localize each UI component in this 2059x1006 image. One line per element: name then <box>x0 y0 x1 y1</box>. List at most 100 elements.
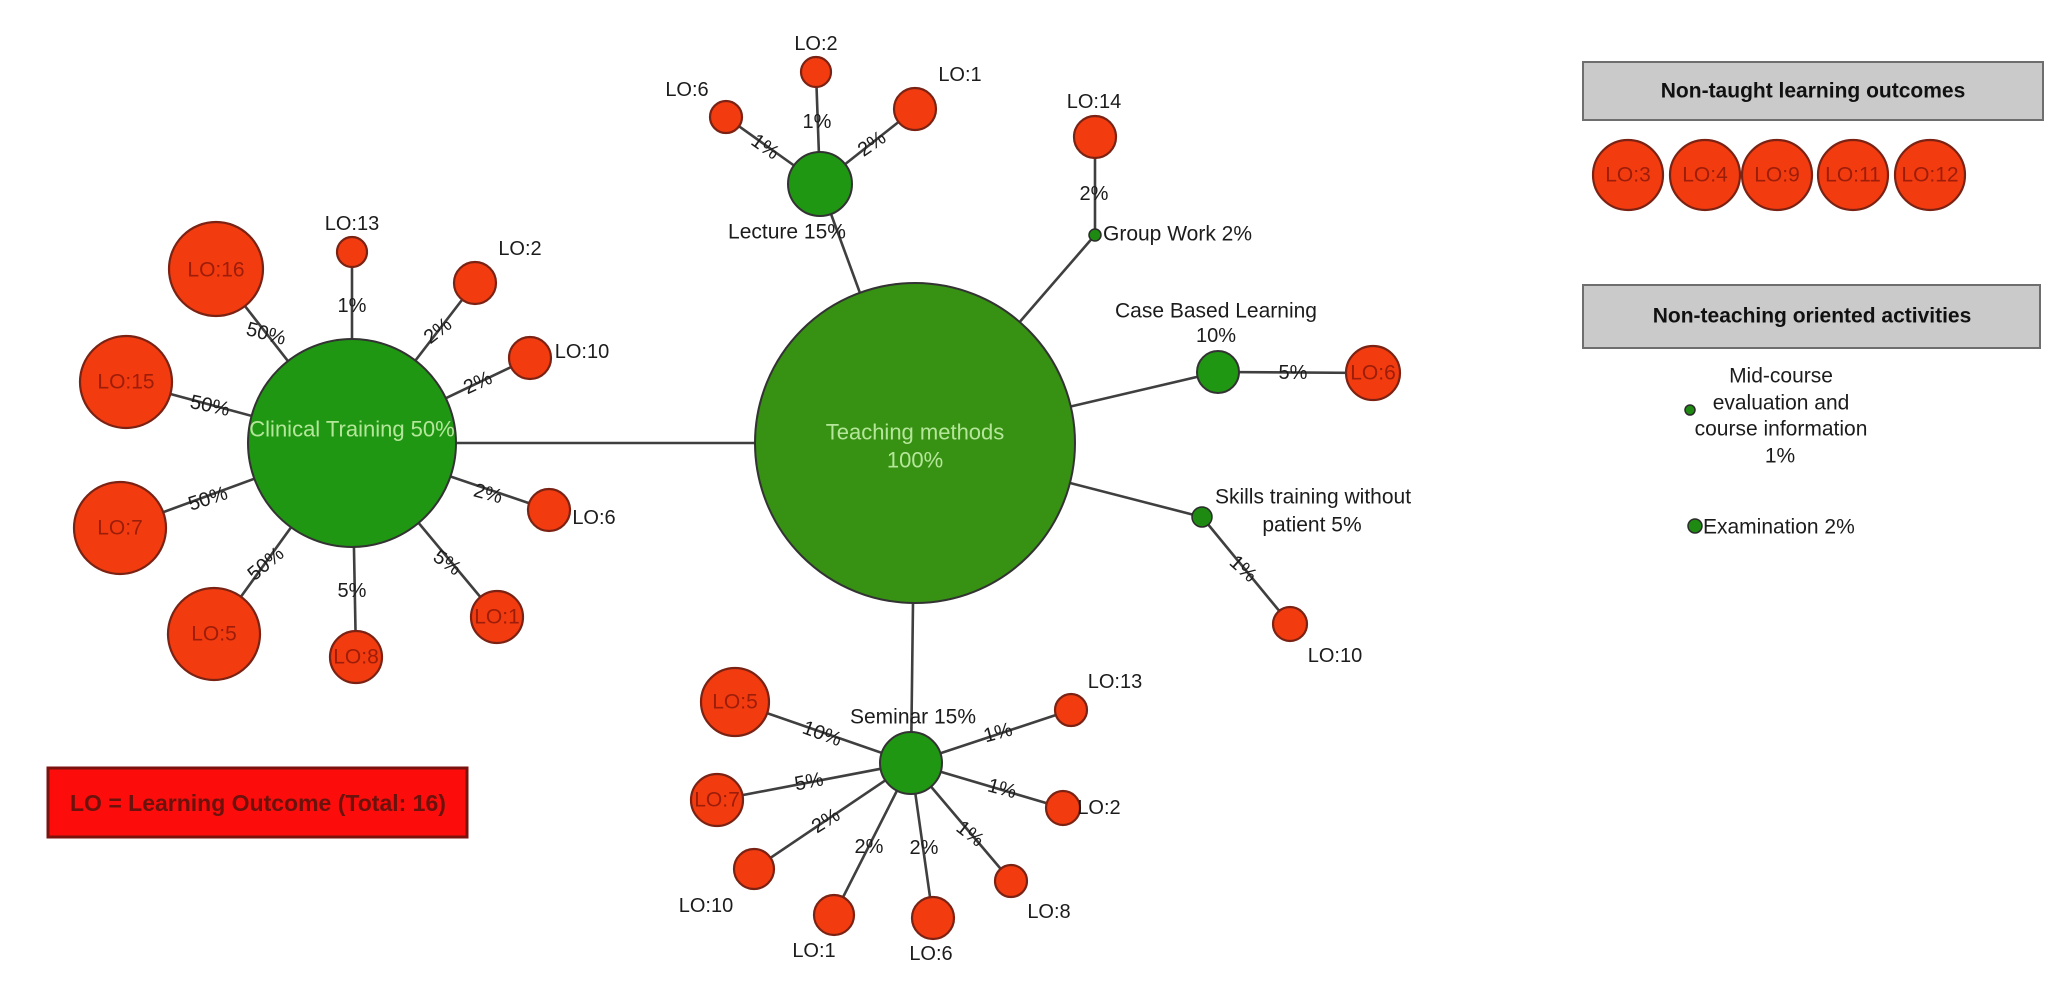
case-based-pct: 10% <box>1196 325 1236 347</box>
node-seminar <box>879 731 943 795</box>
skills-label-line1: Skills training without <box>1215 486 1411 509</box>
legend-node-lo9 <box>1740 138 1814 212</box>
lo-label: LO:9 <box>1754 164 1800 187</box>
node-lecture-lo6 <box>708 99 744 135</box>
node-clinical-lo8 <box>328 629 384 685</box>
clinical-training-label: Clinical Training 50% <box>249 417 454 442</box>
lo-label: LO:15 <box>97 371 154 394</box>
legend-node-lo12 <box>1893 138 1967 212</box>
node-clinical-lo5 <box>166 586 262 682</box>
pct-label: 50% <box>188 391 232 421</box>
lo-label: LO:10 <box>1308 645 1362 667</box>
node-lecture-lo2 <box>799 55 833 89</box>
node-clinical-lo16 <box>167 220 265 318</box>
node-seminar-lo6 <box>910 895 956 941</box>
lo-label: LO:4 <box>1682 164 1728 187</box>
pct-label: 1% <box>803 111 832 133</box>
lo-label: LO:10 <box>679 895 733 917</box>
nodes <box>72 55 1402 941</box>
pct-label: 5% <box>1279 362 1308 384</box>
mid-course-line2: evaluation and <box>1713 392 1850 415</box>
pct-label: 2% <box>910 837 939 859</box>
legend-node-lo11 <box>1816 138 1890 212</box>
legend-node-lo4 <box>1668 138 1742 212</box>
node-group-work-dot <box>1088 228 1102 242</box>
examination-label: Examination 2% <box>1703 516 1855 539</box>
node-lecture <box>787 151 853 217</box>
lo-label: LO:8 <box>1027 901 1070 923</box>
node-clinical-lo7 <box>72 480 168 576</box>
lecture-label: Lecture 15% <box>728 221 846 244</box>
pct-label: 50% <box>244 543 289 586</box>
lo-label: LO:3 <box>1605 164 1651 187</box>
node-group-work-lo14 <box>1072 114 1118 160</box>
mid-course-pct: 1% <box>1765 445 1795 468</box>
lo-label: LO:14 <box>1067 91 1121 113</box>
non-taught-header-box <box>1582 61 2044 121</box>
pct-label: 5% <box>793 768 826 795</box>
lo-label: LO:11 <box>1825 164 1881 187</box>
lo-label: LO:8 <box>333 646 379 669</box>
legend-note: LO = Learning Outcome (Total: 16) <box>46 766 469 839</box>
clinical-cluster-labels: LO:16 50% LO:13 1% LO:2 2% LO:10 2% LO:1… <box>97 213 615 669</box>
lo-label: LO:2 <box>794 33 837 55</box>
legend-node-lo3 <box>1591 138 1665 212</box>
pct-label: 10% <box>799 717 844 751</box>
node-clinical-lo13 <box>335 235 369 269</box>
edge-skills-lo10 <box>1200 516 1292 625</box>
lo-label: LO:6 <box>572 507 615 529</box>
group-work-label: Group Work 2% <box>1103 223 1252 246</box>
pct-label: 50% <box>244 318 289 350</box>
lo-label: LO:1 <box>474 606 520 629</box>
lo-label: LO:6 <box>909 943 952 965</box>
node-clinical-lo15 <box>78 334 174 430</box>
lo-label: LO:13 <box>1088 671 1142 693</box>
pct-label: 1% <box>338 295 367 317</box>
pct-label: 2% <box>855 836 884 858</box>
node-seminar-lo10 <box>732 847 776 891</box>
examination-dot <box>1687 518 1703 534</box>
skills-label-line2: patient 5% <box>1262 514 1361 537</box>
lo-label: LO:13 <box>325 213 379 235</box>
non-teaching-header-box <box>1582 284 2041 349</box>
lo-label: LO:12 <box>1901 164 1958 187</box>
seminar-label: Seminar 15% <box>850 706 976 729</box>
node-clinical-lo10 <box>507 335 553 381</box>
lo-label: LO:2 <box>498 238 541 260</box>
pct-label: 5% <box>338 580 367 602</box>
note-box <box>46 766 469 839</box>
mid-course-line3: course information <box>1695 418 1868 441</box>
non-teaching-title: Non-teaching oriented activities <box>1653 305 1972 328</box>
node-clinical-training <box>247 338 457 548</box>
panel-non-taught: Non-taught learning outcomes LO:3 LO:4 L… <box>1582 61 2044 212</box>
mid-course-dot <box>1684 404 1696 416</box>
node-clinical-lo2 <box>452 260 498 306</box>
node-seminar-lo7 <box>689 772 745 828</box>
node-seminar-lo13 <box>1053 692 1089 728</box>
mid-course-line1: Mid-course <box>1729 365 1833 388</box>
lo-label: LO:7 <box>97 517 143 540</box>
lo-label: LO:5 <box>712 691 758 714</box>
case-based-label: Case Based Learning <box>1115 300 1317 323</box>
pct-label: 2% <box>460 367 496 399</box>
node-seminar-lo1 <box>812 893 856 937</box>
pct-label: 5% <box>429 546 465 581</box>
pct-label: 2% <box>420 313 456 348</box>
node-lecture-lo1 <box>892 86 938 132</box>
lo-label: LO:1 <box>938 64 981 86</box>
node-seminar-lo8 <box>993 863 1029 899</box>
node-seminar-lo5 <box>699 666 771 738</box>
case-based-cluster-labels: LO:6 5% <box>1279 362 1396 385</box>
node-case-based-learning <box>1196 350 1240 394</box>
edge-seminar-lo7 <box>716 761 912 802</box>
pct-label: 2% <box>1080 183 1109 205</box>
node-teaching-methods <box>754 282 1076 604</box>
node-labels: Teaching methods 100% Clinical Training … <box>249 221 1411 729</box>
non-taught-title: Non-taught learning outcomes <box>1661 80 1966 103</box>
lo-label: LO:2 <box>1077 797 1120 819</box>
node-clinical-lo1 <box>469 589 525 645</box>
lo-label: LO:1 <box>792 940 835 962</box>
note-text: LO = Learning Outcome (Total: 16) <box>70 790 446 816</box>
pct-label: 2% <box>808 804 844 838</box>
